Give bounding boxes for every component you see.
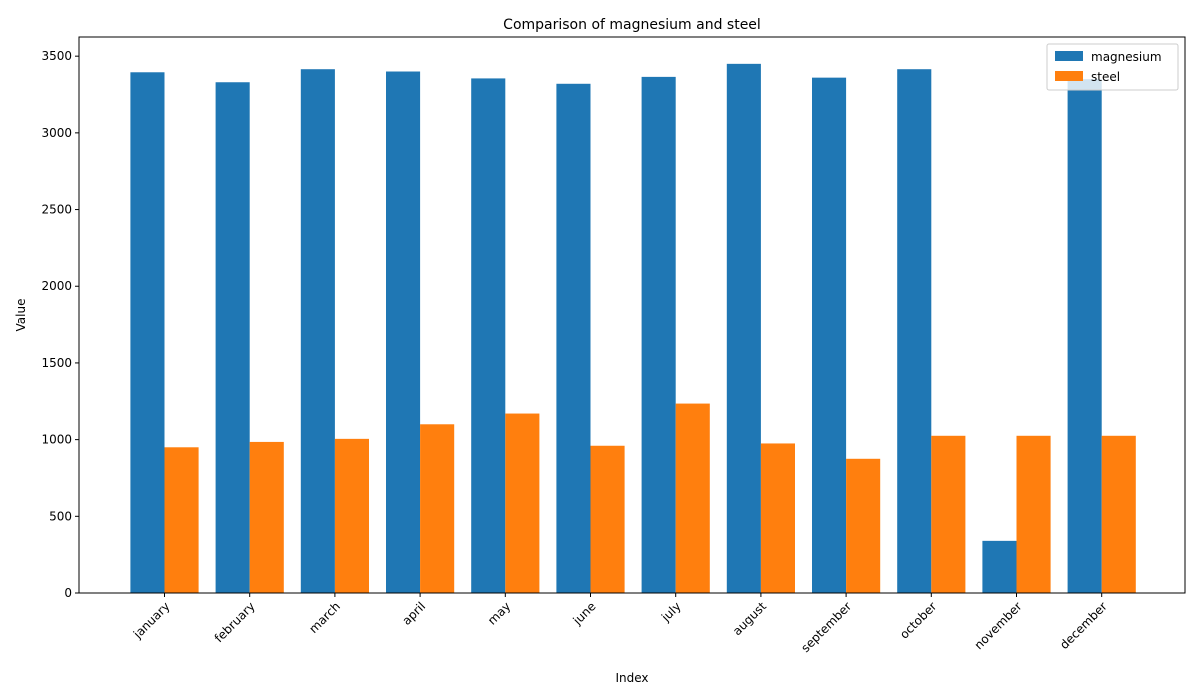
bar-magnesium-march <box>300 69 335 593</box>
bar-magnesium-february <box>215 82 250 594</box>
plot-frame <box>78 36 1186 594</box>
bar-magnesium-december <box>1067 79 1102 593</box>
bar-steel-december <box>1101 435 1136 593</box>
x-axis: january february march april may june july augu… <box>130 593 1110 655</box>
bar-magnesium-january <box>130 72 165 594</box>
legend-swatch-steel <box>1055 71 1083 81</box>
bar-steel-march <box>334 438 369 593</box>
bar-magnesium-september <box>812 77 847 594</box>
bar-magnesium-june <box>556 83 591 593</box>
bar-steel-november <box>1016 435 1051 593</box>
x-tick-label-february: february <box>212 599 258 645</box>
legend-swatch-magnesium <box>1055 51 1083 61</box>
x-tick-label-april: april <box>400 599 429 628</box>
bar-steel-october <box>931 435 966 593</box>
bar-steel-june <box>590 445 625 593</box>
y-tick-label: 2500 <box>41 203 72 217</box>
legend-label-steel: steel <box>1091 70 1120 84</box>
y-tick-label: 1500 <box>41 356 72 370</box>
y-tick-label: 0 <box>64 586 72 600</box>
x-tick-label-september: september <box>798 599 854 655</box>
bars-layer <box>130 63 1136 594</box>
bar-steel-april <box>420 424 455 593</box>
bar-magnesium-october <box>897 69 932 593</box>
bar-magnesium-may <box>471 78 506 593</box>
x-tick-label-november: november <box>972 599 1025 652</box>
legend: magnesium steel <box>1046 43 1179 91</box>
y-axis-label: Value <box>14 299 28 332</box>
bar-steel-july <box>675 403 710 593</box>
x-tick-label-august: august <box>730 599 769 638</box>
chart-title: Comparison of magnesium and steel <box>503 17 761 33</box>
y-tick-label: 3500 <box>41 49 72 63</box>
x-tick-label-may: may <box>485 599 513 627</box>
bar-steel-february <box>249 441 284 593</box>
bar-magnesium-july <box>641 76 676 594</box>
bar-steel-september <box>846 458 881 593</box>
y-tick-label: 1000 <box>41 433 72 447</box>
bar-magnesium-april <box>386 71 421 593</box>
legend-label-magnesium: magnesium <box>1091 50 1162 64</box>
bar-steel-may <box>505 413 540 593</box>
x-tick-label-july: july <box>658 599 684 625</box>
x-tick-label-january: january <box>130 599 173 642</box>
x-tick-label-october: october <box>897 599 939 641</box>
bar-magnesium-august <box>726 63 761 594</box>
x-tick-label-march: march <box>306 599 343 636</box>
bar-steel-august <box>760 443 795 593</box>
y-axis: 0 500 1000 1500 2000 2500 3000 3500 <box>41 49 79 600</box>
y-tick-label: 3000 <box>41 126 72 140</box>
x-tick-label-december: december <box>1057 599 1110 652</box>
y-tick-label: 2000 <box>41 279 72 293</box>
bar-steel-january <box>164 447 199 593</box>
bar-magnesium-november <box>982 540 1017 593</box>
x-tick-label-june: june <box>570 599 599 628</box>
y-tick-label: 500 <box>49 509 72 523</box>
x-axis-label: Index <box>615 671 648 685</box>
